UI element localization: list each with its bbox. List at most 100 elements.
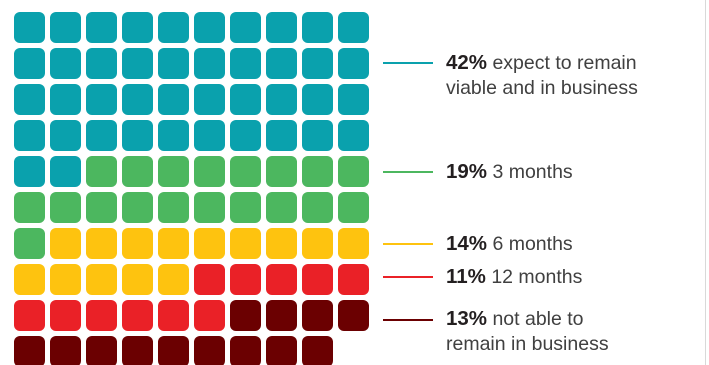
legend-text-12mo: 12 months bbox=[491, 266, 583, 288]
waffle-cell-12mo bbox=[86, 300, 117, 331]
waffle-cell-viable bbox=[338, 12, 369, 43]
waffle-cell-viable bbox=[158, 48, 189, 79]
waffle-cell-viable bbox=[86, 48, 117, 79]
legend-line-viable bbox=[383, 62, 433, 64]
legend-label-6mo: 14% 6 months bbox=[446, 231, 573, 257]
waffle-cell-viable bbox=[86, 84, 117, 115]
waffle-cell-3mo bbox=[158, 156, 189, 187]
waffle-cell-3mo bbox=[86, 156, 117, 187]
waffle-cell-not bbox=[338, 300, 369, 331]
waffle-cell-6mo bbox=[158, 228, 189, 259]
waffle-cell-viable bbox=[194, 84, 225, 115]
waffle-cell-viable bbox=[302, 12, 333, 43]
waffle-cell-viable bbox=[14, 120, 45, 151]
legend-text-not-line1: not able to bbox=[492, 308, 584, 330]
waffle-cell-6mo bbox=[50, 228, 81, 259]
waffle-cell-12mo bbox=[266, 264, 297, 295]
waffle-cell-6mo bbox=[230, 228, 261, 259]
waffle-cell-3mo bbox=[230, 156, 261, 187]
waffle-cell-viable bbox=[50, 84, 81, 115]
waffle-cell-6mo bbox=[50, 264, 81, 295]
legend-line-6mo bbox=[383, 243, 433, 245]
waffle-cell-viable bbox=[14, 48, 45, 79]
waffle-cell-6mo bbox=[302, 228, 333, 259]
legend-percent-viable: 42% bbox=[446, 51, 488, 74]
waffle-cell-viable bbox=[194, 120, 225, 151]
legend-percent-3mo: 19% bbox=[446, 160, 488, 183]
waffle-cell-3mo bbox=[302, 156, 333, 187]
waffle-cell-12mo bbox=[302, 264, 333, 295]
legend-percent-not: 13% bbox=[446, 307, 488, 330]
waffle-cell-12mo bbox=[194, 264, 225, 295]
waffle-cell-6mo bbox=[122, 264, 153, 295]
waffle-cell-viable bbox=[86, 12, 117, 43]
waffle-cell-3mo bbox=[194, 156, 225, 187]
waffle-cell-viable bbox=[86, 120, 117, 151]
waffle-cell-not bbox=[50, 336, 81, 365]
waffle-cell-12mo bbox=[194, 300, 225, 331]
waffle-cell-6mo bbox=[122, 228, 153, 259]
waffle-cell-3mo bbox=[122, 192, 153, 223]
legend-percent-6mo: 14% bbox=[446, 232, 488, 255]
waffle-cell-3mo bbox=[302, 192, 333, 223]
waffle-cell-viable bbox=[338, 48, 369, 79]
waffle-cell-12mo bbox=[230, 264, 261, 295]
waffle-cell-6mo bbox=[86, 228, 117, 259]
waffle-cell-viable bbox=[338, 120, 369, 151]
waffle-cell-6mo bbox=[14, 264, 45, 295]
legend-label-viable: 42% expect to remain viable and in busin… bbox=[446, 50, 638, 101]
waffle-cell-not bbox=[14, 336, 45, 365]
waffle-cell-3mo bbox=[266, 156, 297, 187]
waffle-cell-viable bbox=[230, 120, 261, 151]
waffle-cell-3mo bbox=[50, 192, 81, 223]
waffle-cell-6mo bbox=[194, 228, 225, 259]
waffle-cell-not bbox=[194, 336, 225, 365]
waffle-cell-viable bbox=[50, 48, 81, 79]
waffle-chart bbox=[14, 12, 369, 365]
waffle-cell-viable bbox=[14, 84, 45, 115]
waffle-cell-not bbox=[230, 300, 261, 331]
waffle-cell-12mo bbox=[122, 300, 153, 331]
legend-text-not-line2: remain in business bbox=[446, 333, 609, 355]
waffle-cell-viable bbox=[50, 120, 81, 151]
waffle-cell-not bbox=[230, 336, 261, 365]
legend-percent-12mo: 11% bbox=[446, 265, 486, 288]
waffle-cell-3mo bbox=[338, 156, 369, 187]
waffle-cell-viable bbox=[122, 48, 153, 79]
waffle-cell-3mo bbox=[86, 192, 117, 223]
waffle-cell-viable bbox=[302, 120, 333, 151]
divider-line bbox=[705, 0, 706, 365]
waffle-cell-viable bbox=[194, 48, 225, 79]
legend-line-not bbox=[383, 319, 433, 321]
waffle-cell-viable bbox=[14, 156, 45, 187]
waffle-cell-viable bbox=[158, 12, 189, 43]
legend-line-3mo bbox=[383, 171, 433, 173]
waffle-cell-not bbox=[158, 336, 189, 365]
legend-text-viable-line1: expect to remain bbox=[492, 52, 637, 74]
waffle-cell-viable bbox=[230, 12, 261, 43]
waffle-cell-6mo bbox=[338, 228, 369, 259]
waffle-cell-3mo bbox=[14, 228, 45, 259]
waffle-cell-3mo bbox=[230, 192, 261, 223]
waffle-cell-12mo bbox=[158, 300, 189, 331]
waffle-cell-viable bbox=[122, 120, 153, 151]
waffle-cell-3mo bbox=[194, 192, 225, 223]
waffle-cell-3mo bbox=[122, 156, 153, 187]
waffle-cell-6mo bbox=[266, 228, 297, 259]
waffle-cell-12mo bbox=[338, 264, 369, 295]
waffle-cell-viable bbox=[338, 84, 369, 115]
waffle-cell-not bbox=[302, 300, 333, 331]
waffle-cell-3mo bbox=[338, 192, 369, 223]
waffle-cell-viable bbox=[158, 120, 189, 151]
waffle-cell-viable bbox=[230, 48, 261, 79]
legend-text-6mo: 6 months bbox=[492, 233, 573, 255]
waffle-cell-viable bbox=[50, 12, 81, 43]
legend-label-12mo: 11% 12 months bbox=[446, 264, 582, 290]
waffle-cell-not bbox=[266, 300, 297, 331]
waffle-cell-viable bbox=[14, 12, 45, 43]
waffle-cell-6mo bbox=[86, 264, 117, 295]
waffle-cell-viable bbox=[302, 48, 333, 79]
waffle-cell-viable bbox=[230, 84, 261, 115]
waffle-cell-viable bbox=[266, 12, 297, 43]
waffle-cell-viable bbox=[266, 84, 297, 115]
